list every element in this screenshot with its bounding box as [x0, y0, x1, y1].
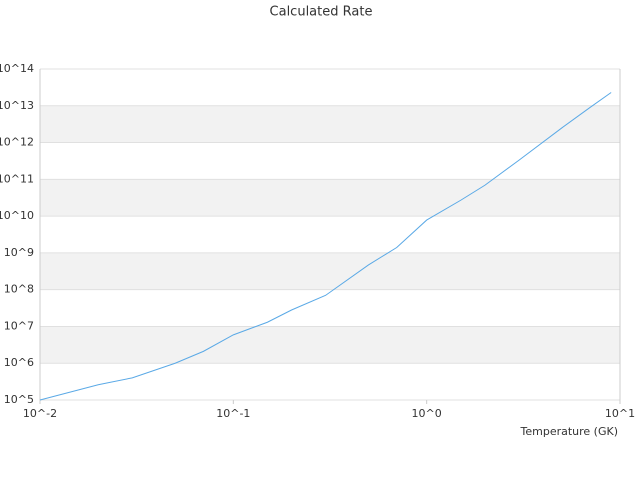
grid-band — [40, 179, 620, 217]
grid-band — [40, 326, 620, 364]
y-tick-label: 10^7 — [4, 319, 34, 332]
y-tick-label: 10^6 — [4, 356, 34, 369]
grid-band — [40, 252, 620, 290]
x-tick-label: 10^-2 — [23, 407, 57, 420]
y-tick-label: 10^13 — [0, 99, 34, 112]
chart-title: Calculated Rate — [270, 5, 373, 20]
y-tick-label: 10^11 — [0, 172, 34, 185]
x-tick-label: 10^0 — [412, 407, 442, 420]
x-tick-label: 10^1 — [605, 407, 635, 420]
y-tick-label: 10^14 — [0, 62, 34, 75]
y-tick-label: 10^10 — [0, 209, 34, 222]
x-tick-label: 10^-1 — [216, 407, 250, 420]
grid-band — [40, 105, 620, 143]
line-series — [39, 92, 612, 401]
y-tick-label: 10^9 — [4, 246, 34, 259]
y-tick-label: 10^8 — [4, 283, 34, 296]
y-tick-label: 10^5 — [4, 393, 34, 406]
y-tick-label: 10^12 — [0, 136, 34, 149]
x-axis-label: Temperature (GK) — [520, 425, 619, 438]
